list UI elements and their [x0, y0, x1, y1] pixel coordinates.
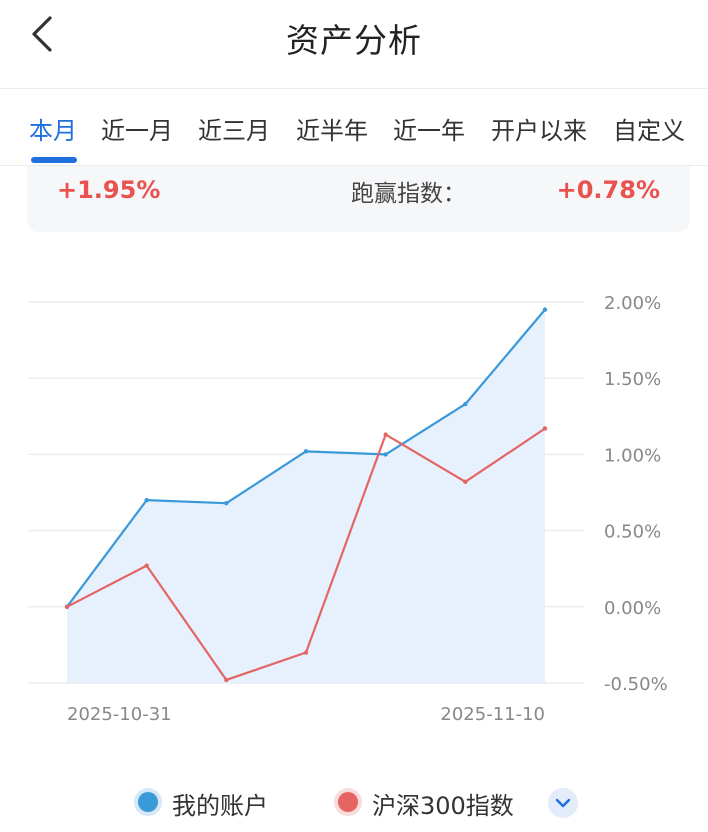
data-point — [542, 426, 548, 431]
legend-dot-csi300 — [338, 792, 358, 812]
y-tick-label: 1.00% — [604, 445, 661, 466]
my-return-value: +1.95% — [57, 176, 161, 204]
active-tab-indicator — [31, 157, 77, 163]
data-point — [144, 563, 149, 568]
data-point — [224, 500, 229, 506]
x-tick-label: 2025-10-31 — [67, 704, 172, 725]
header: 资产分析 — [0, 0, 708, 89]
legend-expand-button[interactable] — [548, 788, 578, 818]
chevron-down-icon — [555, 798, 571, 808]
y-tick-label: 0.00% — [604, 598, 661, 619]
back-button[interactable] — [22, 12, 66, 56]
chevron-left-icon — [32, 16, 52, 52]
tab-last-month[interactable]: 近一月 — [101, 117, 173, 145]
x-tick-label: 2025-11-10 — [440, 704, 545, 725]
tab-custom[interactable]: 自定义 — [613, 117, 685, 145]
tab-this-month[interactable]: 本月 — [29, 117, 77, 145]
y-tick-label: 0.50% — [604, 522, 661, 543]
y-tick-label: 1.50% — [604, 369, 661, 390]
chart-legend: 我的账户 沪深300指数 — [0, 780, 708, 824]
return-line-chart[interactable]: 2.00% 1.50% 1.00% 0.50% 0.00% -0.50% 2025-10-3… — [0, 240, 708, 740]
tab-last-half-year[interactable]: 近半年 — [296, 117, 368, 145]
data-point — [383, 432, 388, 437]
summary-card: +1.95% 跑赢指数： +0.78% — [27, 166, 690, 232]
data-point — [383, 452, 388, 457]
data-point — [542, 307, 548, 312]
legend-label-csi300: 沪深300指数 — [372, 792, 514, 820]
series-area-0 — [67, 309, 545, 683]
excess-return-value: +0.78% — [556, 176, 660, 204]
legend-dot-my-account — [138, 792, 158, 812]
y-tick-label: -0.50% — [604, 674, 668, 695]
tab-last-three-months[interactable]: 近三月 — [198, 117, 270, 145]
data-point — [303, 650, 309, 655]
data-point — [64, 604, 70, 609]
data-point — [463, 401, 468, 407]
period-tabs: 本月 近一月 近三月 近半年 近一年 开户以来 自定义 — [0, 89, 708, 166]
data-point — [224, 677, 229, 683]
page-title: 资产分析 — [286, 21, 422, 60]
tab-last-year[interactable]: 近一年 — [393, 117, 465, 145]
legend-label-my-account: 我的账户 — [172, 792, 268, 820]
data-point — [463, 479, 468, 485]
y-tick-label: 2.00% — [604, 293, 661, 314]
excess-return-label: 跑赢指数： — [351, 181, 466, 207]
tab-since-opening[interactable]: 开户以来 — [491, 117, 587, 145]
data-point — [303, 449, 309, 454]
data-point — [144, 497, 149, 503]
